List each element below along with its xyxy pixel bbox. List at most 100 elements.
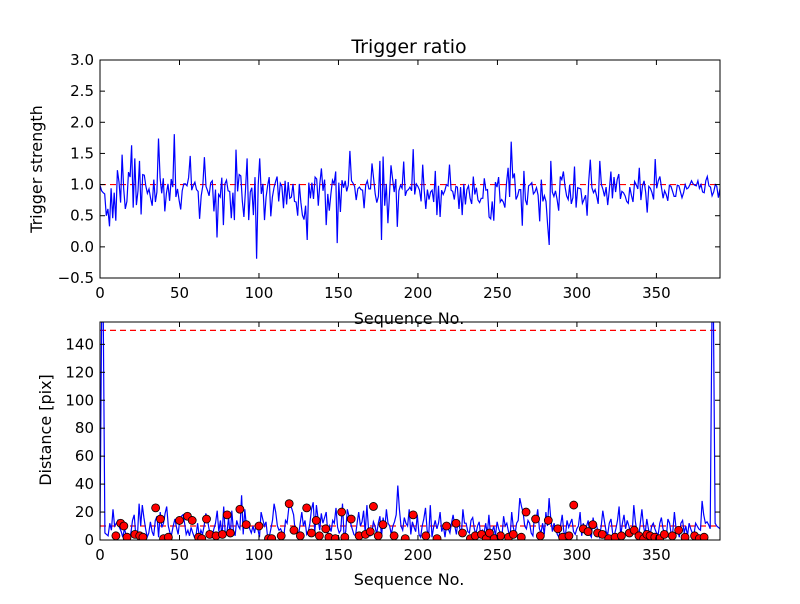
y-tick-label: 1.5 [70,144,94,162]
data-point [378,520,388,530]
x-tick-label: 200 [404,284,433,302]
data-point [699,532,709,540]
y-tick-label: 80 [75,419,94,437]
data-point [163,532,173,540]
x-tick-label: 0 [95,284,105,302]
data-point [119,521,129,531]
x-tick-label: 150 [324,284,353,302]
x-tick-label: 200 [404,546,433,564]
data-point [365,527,375,537]
data-point [302,503,312,513]
data-point [311,516,321,525]
x-tick-label: 50 [170,284,189,302]
x-tick-label: 350 [642,284,671,302]
data-point [421,531,431,540]
x-tick-label: 150 [324,546,353,564]
y-tick-label: 0.5 [70,207,94,225]
data-point [583,527,593,537]
data-point [369,502,378,511]
data-point [276,531,286,540]
series-line-0 [100,134,720,259]
data-point [267,534,277,540]
data-point [516,532,526,540]
data-point [588,520,598,530]
data-point [151,503,161,513]
data-point [535,531,545,540]
plot-frame [99,321,721,541]
chart-title: Trigger ratio [350,36,466,58]
x-tick-label: 250 [483,546,512,564]
data-point [531,514,540,524]
y-tick-label: 2.5 [70,82,94,100]
data-point [667,531,677,540]
series-line-0 [100,322,720,540]
x-tick-label: 100 [245,546,274,564]
distance-panel: 0 50 100 150 200 250 300 350020406080100120140 … [36,321,721,589]
data-point [485,528,494,538]
data-point [218,530,227,539]
data-point [321,524,331,534]
data-point [564,531,574,540]
bottom-y-axis-label: Distance [pix] [36,374,55,486]
data-point [156,514,165,524]
data-point [442,521,451,531]
data-point [122,532,132,540]
x-tick-label: 300 [563,546,592,564]
y-tick-label: −0.5 [58,269,94,287]
distance-plot-area: 0 50 100 150 200 250 300 350 0 20 40 60 80 100 120 140 [65,321,721,564]
data-point [597,530,607,539]
x-tick-label: 350 [642,546,671,564]
data-point [175,516,184,525]
data-point [629,525,639,535]
data-point [202,514,211,524]
x-tick-label: 100 [245,284,274,302]
plot-content-1 [100,322,720,540]
data-point [674,525,684,535]
data-point [408,510,418,520]
data-point [400,534,410,540]
data-point [254,521,264,531]
data-point [111,531,121,540]
data-point [222,510,232,520]
data-point [241,520,251,530]
y-tick-label: 3.0 [70,51,94,69]
y-tick-label: 1.0 [70,176,94,194]
x-tick-label: 300 [563,284,592,302]
top-y-axis-label: Trigger strength [27,105,46,234]
data-point [314,531,324,540]
data-point [307,528,316,538]
y-tick-label: 20 [75,503,94,521]
data-point [569,500,579,510]
data-point [289,525,299,535]
y-tick-label: 60 [75,447,94,465]
top-x-axis-label: Sequence No. [354,309,465,328]
data-point [225,528,235,538]
y-tick-label: 0 [84,531,94,549]
y-tick-label: 120 [65,363,94,381]
data-point [138,532,148,540]
data-point [680,532,690,540]
data-point [617,531,626,540]
data-point [295,531,305,540]
data-point [521,507,531,517]
data-point [373,531,383,540]
x-tick-label: 250 [483,284,512,302]
trigger-ratio-panel: Trigger ratio 0 50 100 150 200 250 300 350 −0.5 0… [27,36,721,328]
y-tick-label: 2.0 [70,113,94,131]
y-tick-label: 100 [65,391,94,409]
y-tick-label: 40 [75,475,94,493]
data-point [458,528,467,538]
data-point [451,518,461,528]
data-point [346,514,356,524]
x-tick-label: 0 [95,546,105,564]
plot-content-0 [100,134,720,259]
data-point [389,531,399,540]
y-tick-label: 140 [65,335,94,353]
data-point [340,532,350,540]
data-point [197,534,207,540]
y-tick-label: 0.0 [70,238,94,256]
data-point [543,516,553,525]
data-point [235,504,245,514]
data-point [553,524,563,534]
